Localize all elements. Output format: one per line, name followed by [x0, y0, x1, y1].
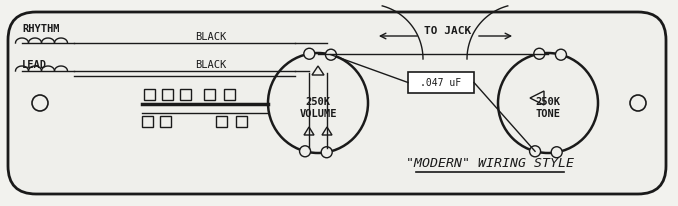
Bar [224, 90, 235, 101]
Text: LEAD: LEAD [22, 60, 47, 70]
Circle shape [530, 146, 540, 157]
Circle shape [534, 49, 545, 60]
Circle shape [325, 50, 336, 61]
Circle shape [551, 147, 562, 158]
Bar [236, 116, 247, 127]
Polygon shape [322, 127, 332, 135]
Polygon shape [304, 127, 314, 135]
Circle shape [555, 50, 566, 61]
Bar [142, 116, 153, 127]
Text: BLACK: BLACK [195, 60, 226, 70]
Text: TO JACK: TO JACK [424, 26, 472, 36]
Bar [204, 90, 215, 101]
Circle shape [630, 96, 646, 111]
Circle shape [300, 146, 311, 157]
Circle shape [498, 54, 598, 153]
Text: RHYTHM: RHYTHM [22, 24, 60, 34]
Bar [408, 73, 474, 94]
Bar [216, 116, 227, 127]
Circle shape [32, 96, 48, 111]
Bar [180, 90, 191, 101]
Text: BLACK: BLACK [195, 32, 226, 42]
Circle shape [321, 147, 332, 158]
Circle shape [304, 49, 315, 60]
Bar [160, 116, 171, 127]
Text: "MODERN" WIRING STYLE: "MODERN" WIRING STYLE [406, 157, 574, 170]
Polygon shape [530, 91, 544, 105]
FancyBboxPatch shape [8, 13, 666, 194]
Text: 250K
VOLUME: 250K VOLUME [299, 96, 337, 119]
Circle shape [268, 54, 368, 153]
Text: 250K
TONE: 250K TONE [536, 96, 561, 119]
Text: .047 uF: .047 uF [420, 78, 462, 88]
Bar [144, 90, 155, 101]
Bar [162, 90, 173, 101]
Polygon shape [312, 67, 324, 76]
